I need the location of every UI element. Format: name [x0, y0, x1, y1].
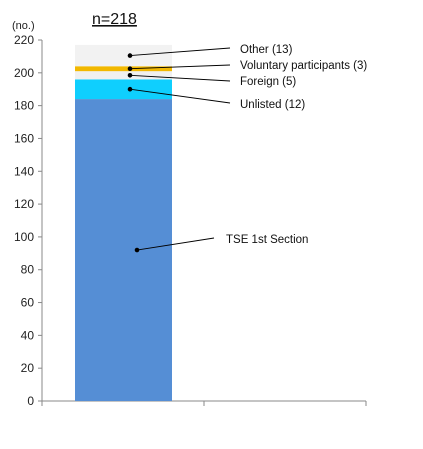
- callout-label: Foreign (5): [240, 76, 296, 88]
- callout-leader-line: [129, 88, 231, 104]
- callout-leader-line: [129, 47, 231, 57]
- y-tick-label: 160: [14, 131, 34, 145]
- y-tick-label: 220: [14, 33, 34, 47]
- callout-dot: [127, 72, 133, 78]
- y-tick-label: 40: [21, 328, 35, 342]
- callout-label: Other (13): [240, 44, 293, 56]
- y-axis-unit-label: (no.): [12, 20, 35, 32]
- y-tick-label: 180: [14, 99, 34, 113]
- callout-dot: [127, 86, 133, 92]
- sample-size-label: n=218: [92, 11, 137, 28]
- bar-segment: [75, 66, 172, 72]
- y-tick-label: 100: [14, 230, 34, 244]
- callout-label: Unlisted (12): [240, 99, 305, 111]
- y-tick-label: 60: [21, 296, 35, 310]
- bar-segment: [75, 71, 172, 80]
- y-tick-label: 80: [21, 263, 35, 277]
- bar-segment: [75, 99, 172, 401]
- y-tick-label: 0: [27, 394, 34, 408]
- y-tick-label: 120: [14, 197, 34, 211]
- y-tick-label: 200: [14, 66, 34, 80]
- callout-leader-line: [129, 74, 231, 82]
- bar-segment: [75, 44, 172, 67]
- bar-segment: [75, 79, 172, 100]
- callout-labels: TSE 1st Section Unlisted (12) Foreign (5) V…: [127, 44, 367, 253]
- callout-label: TSE 1st Section: [226, 234, 308, 246]
- bar-segments: [75, 44, 172, 401]
- y-axis-ticks: 0 20 40 60 80 100 120 140 160 180 200 220: [14, 33, 42, 408]
- y-tick-label: 20: [21, 361, 35, 375]
- callout-leader-line: [136, 237, 215, 251]
- callout-label: Voluntary participants (3): [240, 60, 367, 72]
- y-tick-label: 140: [14, 164, 34, 178]
- callout-leader-line: [129, 64, 231, 70]
